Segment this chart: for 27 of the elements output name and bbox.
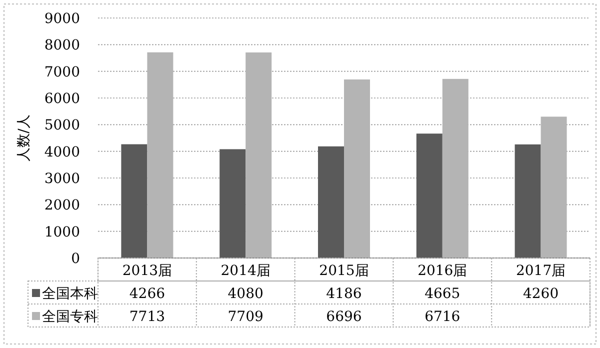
x-tick-label: 2017届	[516, 263, 566, 279]
data-label: 4665	[424, 286, 460, 302]
data-label: 6716	[424, 309, 460, 325]
y-tick-label: 9000	[44, 11, 80, 27]
x-tick-label: 2015届	[319, 263, 369, 279]
y-tick-label: 4000	[44, 144, 80, 160]
data-label: 4260	[522, 286, 559, 302]
legend-label: 全国专科	[42, 309, 98, 325]
legend-label: 全国本科	[42, 286, 98, 302]
data-label: 6696	[326, 309, 362, 325]
data-label: 4186	[326, 286, 362, 302]
y-tick-label: 1000	[44, 224, 80, 240]
y-tick-label: 5000	[44, 118, 80, 134]
y-tick-label: 8000	[44, 38, 80, 54]
y-tick-label: 6000	[44, 91, 80, 107]
data-label: 7713	[129, 309, 166, 325]
y-axis-title: 人数/人	[16, 114, 32, 162]
y-tick-label: 3000	[44, 171, 80, 187]
data-label: 4080	[228, 286, 264, 302]
x-tick-label: 2016届	[418, 263, 468, 279]
data-label: 4266	[129, 286, 166, 302]
data-label: 7709	[228, 309, 264, 325]
x-tick-label: 2013届	[122, 263, 172, 279]
y-tick-label: 0	[71, 251, 80, 267]
y-tick-label: 2000	[44, 198, 80, 214]
x-tick-label: 2014届	[220, 263, 270, 279]
y-tick-label: 7000	[44, 64, 80, 80]
